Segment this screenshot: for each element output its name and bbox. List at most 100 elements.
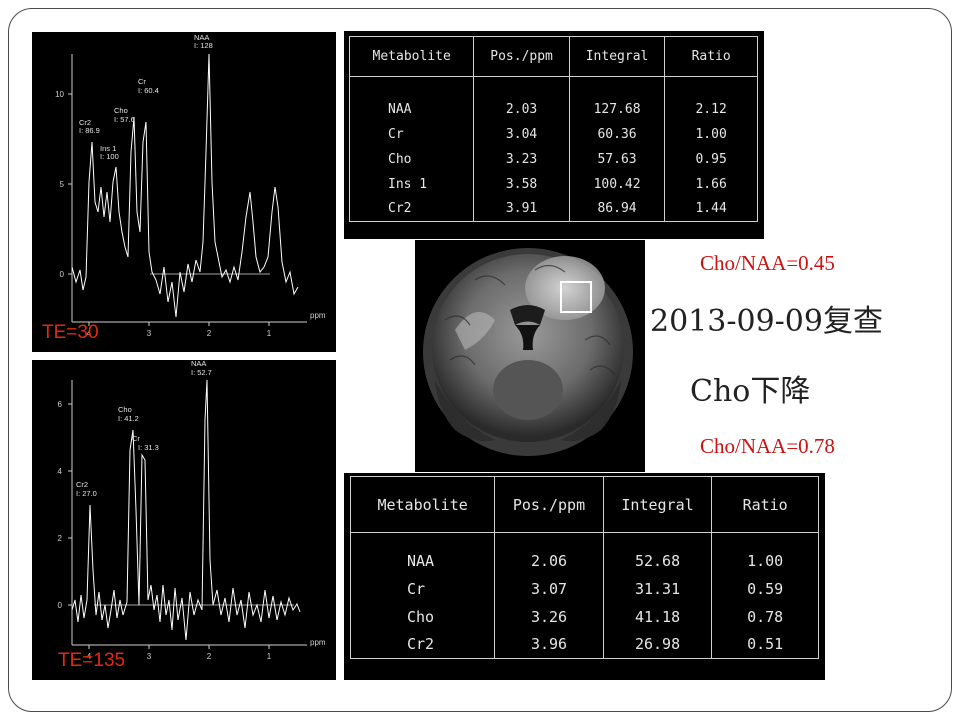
integral-cell: 100.42 — [568, 171, 666, 197]
table-row: NAA 2.06 52.68 1.00 — [349, 546, 819, 575]
y-tick-label: 0 — [60, 270, 65, 279]
integral-cell: 127.68 — [568, 96, 666, 122]
spectrum-te135-chart: 6 4 2 0 4 3 2 1 ppm NAA I: 52.7 Cho I: 4… — [58, 360, 326, 661]
position-cell: 3.91 — [473, 196, 570, 222]
x-tick-label: 2 — [207, 329, 212, 338]
position-cell: 3.96 — [494, 630, 604, 659]
column-header: Integral — [602, 476, 713, 533]
table-row: Cr 3.04 60.36 1.00 — [348, 121, 758, 147]
peak-name-label: NAA — [191, 360, 206, 368]
peak-name-label: Cr2 — [76, 480, 88, 489]
ratio-cell: 0.95 — [664, 146, 758, 172]
position-cell: 3.04 — [473, 121, 570, 147]
column-header: Ratio — [711, 476, 819, 533]
peak-name-label: NAA — [194, 33, 209, 42]
metabolite-cell: NAA — [348, 96, 475, 122]
position-cell: 3.07 — [494, 574, 604, 603]
x-unit-label: ppm — [310, 311, 326, 320]
table-row: Cr2 3.96 26.98 0.51 — [349, 630, 819, 659]
metabolite-table-1-panel: Metabolite Pos./ppm Integral Ratio NAA 2… — [344, 31, 764, 239]
integral-cell: 41.18 — [602, 602, 713, 631]
y-tick-label: 10 — [55, 90, 64, 99]
column-header: Ratio — [664, 36, 758, 77]
ratio-cell: 1.00 — [664, 121, 758, 147]
peak-value-label: I: 86.9 — [79, 126, 100, 135]
y-tick-label: 6 — [58, 400, 63, 409]
peak-name-label: Cr2 — [79, 118, 91, 127]
peak-value-label: I: 57.6 — [114, 115, 135, 124]
y-tick-label: 4 — [58, 467, 63, 476]
metabolite-cell: Cr2 — [348, 196, 475, 222]
spectrum-te30-chart: 10 5 0 4 3 2 1 ppm NAA I: 128 Cr I: 60.4… — [55, 33, 326, 338]
spectrum-trace — [71, 53, 299, 318]
te-label: TE=30 — [42, 322, 99, 343]
x-tick-label: 3 — [147, 652, 152, 661]
peak-name-label: Cr — [138, 77, 146, 86]
ratio-cell: 2.12 — [664, 96, 758, 122]
y-tick-label: 5 — [60, 180, 65, 189]
peak-name-label: Cho — [118, 405, 132, 414]
metabolite-cell: Cho — [348, 146, 475, 172]
peak-value-label: I: 31.3 — [138, 443, 159, 452]
metabolite-cell: Cr2 — [349, 630, 496, 659]
integral-cell: 57.63 — [568, 146, 666, 172]
peak-value-label: I: 128 — [194, 41, 213, 50]
table-row: Cho 3.23 57.63 0.95 — [348, 146, 758, 172]
metabolite-table-2: Metabolite Pos./ppm Integral Ratio NAA 2… — [349, 476, 819, 659]
position-cell: 3.26 — [494, 602, 604, 631]
peak-value-label: I: 100 — [100, 152, 119, 161]
column-header: Pos./ppm — [494, 476, 604, 533]
ratio-cell: 1.00 — [711, 546, 819, 575]
peak-value-label: I: 60.4 — [138, 86, 159, 95]
peak-name-label: Cr — [132, 434, 140, 443]
metabolite-cell: Cr — [348, 121, 475, 147]
peak-name-label: Ins 1 — [100, 144, 116, 153]
position-cell: 2.06 — [494, 546, 604, 575]
peak-value-label: I: 41.2 — [118, 414, 139, 423]
integral-cell: 26.98 — [602, 630, 713, 659]
ratio-cell: 1.66 — [664, 171, 758, 197]
x-tick-label: 4 — [87, 329, 92, 338]
cho-decrease-text: Cho下降 — [690, 374, 811, 409]
position-cell: 2.03 — [473, 96, 570, 122]
ratio-cell: 1.44 — [664, 196, 758, 222]
table-row: NAA 2.03 127.68 2.12 — [348, 96, 758, 122]
ratio-cell: 0.78 — [711, 602, 819, 631]
brain-mri-illustration — [415, 240, 645, 472]
column-header: Metabolite — [348, 36, 475, 77]
table-row: Cr 3.07 31.31 0.59 — [349, 574, 819, 603]
position-cell: 3.58 — [473, 171, 570, 197]
mri-coronal-image — [415, 240, 645, 472]
peak-name-label: Cho — [114, 106, 128, 115]
x-tick-label: 4 — [87, 652, 92, 661]
integral-cell: 60.36 — [568, 121, 666, 147]
spectrum-te30-panel: 10 5 0 4 3 2 1 ppm NAA I: 128 Cr I: 60.4… — [32, 32, 336, 352]
peak-value-label: I: 52.7 — [191, 368, 212, 377]
y-tick-label: 0 — [58, 601, 63, 610]
x-tick-label: 2 — [207, 652, 212, 661]
cho-naa-ratio-1: Cho/NAA=0.45 — [700, 251, 835, 275]
column-header: Metabolite — [349, 476, 496, 533]
x-tick-label: 3 — [147, 329, 152, 338]
column-header: Pos./ppm — [473, 36, 570, 77]
te-label: TE=135 — [58, 650, 126, 671]
cho-naa-ratio-2: Cho/NAA=0.78 — [700, 434, 835, 458]
table-row: Cho 3.26 41.18 0.78 — [349, 602, 819, 631]
metabolite-table-1: Metabolite Pos./ppm Integral Ratio NAA 2… — [348, 36, 758, 222]
ratio-cell: 0.51 — [711, 630, 819, 659]
metabolite-table-2-panel: Metabolite Pos./ppm Integral Ratio NAA 2… — [344, 473, 825, 680]
peak-value-label: I: 27.0 — [76, 489, 97, 498]
integral-cell: 86.94 — [568, 196, 666, 222]
table-row: Ins 1 3.58 100.42 1.66 — [348, 171, 758, 197]
position-cell: 3.23 — [473, 146, 570, 172]
metabolite-cell: Cho — [349, 602, 496, 631]
integral-cell: 52.68 — [602, 546, 713, 575]
metabolite-cell: Cr — [349, 574, 496, 603]
y-tick-label: 2 — [58, 534, 63, 543]
column-header: Integral — [568, 36, 666, 77]
x-unit-label: ppm — [310, 638, 326, 647]
ratio-cell: 0.59 — [711, 574, 819, 603]
metabolite-cell: NAA — [349, 546, 496, 575]
metabolite-cell: Ins 1 — [348, 171, 475, 197]
x-tick-label: 1 — [267, 652, 272, 661]
